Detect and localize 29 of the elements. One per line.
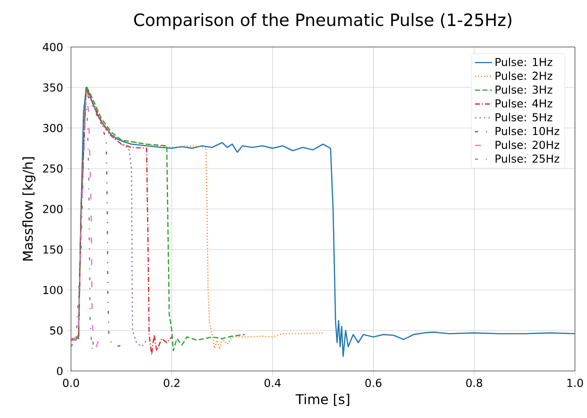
x-tick-label: 0.0 bbox=[63, 378, 79, 388]
chart-title: Comparison of the Pneumatic Pulse (1-25Hz) bbox=[134, 13, 512, 30]
legend-label: Pulse: 4Hz bbox=[496, 99, 552, 108]
x-tick-label: 0.2 bbox=[164, 378, 180, 388]
legend-label: Pulse: 10Hz bbox=[496, 126, 560, 136]
legend-label: Pulse: 5Hz bbox=[496, 112, 552, 122]
y-tick-label: 0 bbox=[56, 366, 62, 376]
x-tick-label: 0.8 bbox=[466, 378, 482, 388]
y-tick-label: 100 bbox=[44, 286, 62, 294]
legend-label: Pulse: 25Hz bbox=[496, 154, 560, 163]
y-tick-label: 400 bbox=[42, 42, 62, 52]
line-series bbox=[71, 86, 324, 350]
y-tick-label: 300 bbox=[43, 124, 62, 132]
x-tick-label: 0.4 bbox=[264, 378, 281, 388]
legend-label: Pulse: 1Hz bbox=[496, 58, 552, 66]
legend-label: Pulse: 2Hz bbox=[496, 71, 552, 80]
x-tick-label: 0.6 bbox=[365, 378, 382, 388]
legend-label: Pulse: 20Hz bbox=[496, 140, 560, 149]
y-tick-label: 150 bbox=[44, 245, 62, 254]
x-tick-label: 1.0 bbox=[567, 378, 583, 388]
y-axis-title: Massflow [kg/h] bbox=[22, 157, 36, 261]
y-tick-label: 50 bbox=[50, 326, 62, 335]
x-axis-title: Time [s] bbox=[296, 394, 350, 406]
line-series bbox=[71, 88, 172, 356]
legend-label: Pulse: 3Hz bbox=[496, 85, 552, 94]
line-series bbox=[71, 103, 94, 352]
y-tick-label: 250 bbox=[43, 164, 62, 173]
y-tick-label: 200 bbox=[43, 204, 62, 214]
y-tick-label: 350 bbox=[43, 83, 62, 92]
